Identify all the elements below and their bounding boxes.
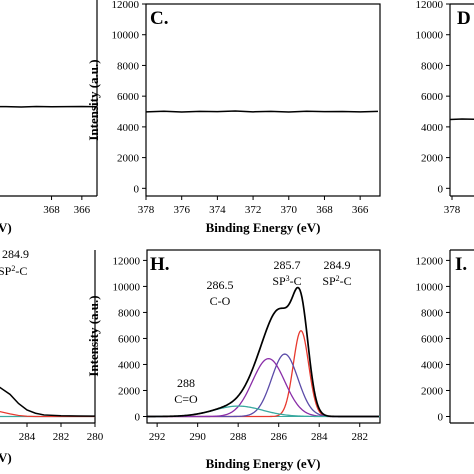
x-tick-label: 368 xyxy=(43,204,60,216)
envelope-line xyxy=(147,286,379,418)
y-tick-label: 12000 xyxy=(112,0,140,11)
x-tick-label: 368 xyxy=(316,204,333,216)
x-axis-label: Binding Energy (eV) xyxy=(206,220,321,235)
series-line xyxy=(145,110,379,113)
y-tick-label: 0 xyxy=(438,411,444,423)
y-tick-label: 6000 xyxy=(118,333,141,345)
y-tick-label: 2000 xyxy=(421,153,444,165)
x-tick-label: 372 xyxy=(245,204,262,216)
panel-label: C. xyxy=(150,8,168,29)
peak-annotation-value: 284.9 xyxy=(2,247,29,261)
plot-frame xyxy=(145,3,381,197)
y-tick-label: 8000 xyxy=(118,307,141,319)
y-axis-label: Intensity (a.u.) xyxy=(86,295,101,376)
y-tick-label: 8000 xyxy=(421,307,444,319)
panel-label: H. xyxy=(150,254,170,275)
y-tick-label: 10000 xyxy=(113,281,141,293)
x-tick-label: 288 xyxy=(230,431,247,443)
x-tick-label: 370 xyxy=(281,204,298,216)
peak-annotation-value: 284.9 xyxy=(324,258,351,272)
y-tick-label: 4000 xyxy=(118,359,141,371)
panel-c: 378 376 374 372 370 368 366 0 2000 4000 6000 8000 10… xyxy=(86,0,381,235)
y-tick-label: 8000 xyxy=(421,60,444,72)
x-axis-label: Binding Energy (eV) xyxy=(206,456,321,471)
y-tick-label: 2000 xyxy=(118,385,141,397)
x-tick-label: 378 xyxy=(138,204,155,216)
y-tick-label: 6000 xyxy=(421,333,444,345)
panel-label: I. xyxy=(455,254,467,275)
peak-annotation-value: 288 xyxy=(177,376,195,390)
x-tick-label: 378 xyxy=(444,204,461,216)
y-tick-label: 2000 xyxy=(421,385,444,397)
panel-label: D xyxy=(457,8,471,29)
x-tick-label: 284 xyxy=(19,431,36,443)
peak-annotation-label: SP2-C xyxy=(322,274,351,289)
y-tick-label: 12000 xyxy=(416,255,444,267)
y-tick-label: 10000 xyxy=(112,30,140,42)
panel-d-partial: 0 2000 4000 6000 8000 10000 12000 378 D xyxy=(416,0,474,216)
x-tick-label: 366 xyxy=(352,204,369,216)
y-tick-label: 12000 xyxy=(416,0,444,11)
plot-frame xyxy=(146,249,381,424)
y-tick-label: 2000 xyxy=(117,153,140,165)
x-tick-label: 376 xyxy=(173,204,190,216)
y-tick-label: 6000 xyxy=(117,91,140,103)
x-tick-label: 286 xyxy=(270,431,287,443)
y-tick-label: 0 xyxy=(438,183,444,195)
series-line xyxy=(0,386,96,417)
panel-h: 292 290 288 286 284 282 0 2000 4000 6000 8000 10000… xyxy=(86,249,381,471)
peak-annotation-value: 285.7 xyxy=(274,258,301,272)
y-tick-label: 10000 xyxy=(416,30,444,42)
x-tick-label: 366 xyxy=(74,204,91,216)
x-tick-label: 374 xyxy=(209,204,226,216)
y-tick-label: 0 xyxy=(134,183,140,195)
peak-annotation-label: C-O xyxy=(210,294,231,308)
peak-annotation-label: SP3-C xyxy=(272,274,301,289)
x-axis-label-fragment: V) xyxy=(0,220,12,235)
peak-annotation-label: SP2-C xyxy=(0,264,27,279)
y-tick-label: 4000 xyxy=(421,122,444,134)
y-tick-label: 4000 xyxy=(421,359,444,371)
panel-bottom-left-partial: 284 282 280 V) 284.9 SP2-C xyxy=(0,247,104,465)
x-tick-label: 290 xyxy=(189,431,206,443)
y-tick-label: 8000 xyxy=(117,60,140,72)
y-tick-label: 12000 xyxy=(113,255,141,267)
x-tick-label: 292 xyxy=(149,431,166,443)
x-tick-label: 280 xyxy=(87,431,104,443)
x-tick-label: 284 xyxy=(311,431,328,443)
y-tick-label: 6000 xyxy=(421,91,444,103)
y-tick-label: 4000 xyxy=(117,122,140,134)
y-tick-label: 10000 xyxy=(416,281,444,293)
peak-annotation-label: C=O xyxy=(174,392,198,406)
x-axis-label-fragment: V) xyxy=(0,450,12,465)
x-tick-label: 282 xyxy=(351,431,368,443)
x-tick-label: 282 xyxy=(53,431,70,443)
peak-annotation-value: 286.5 xyxy=(207,278,234,292)
panel-top-left-partial: 368 366 V) xyxy=(0,0,98,235)
y-axis-label: Intensity (a.u.) xyxy=(86,59,101,140)
panel-i-partial: 0 2000 4000 6000 8000 10000 12000 I. xyxy=(416,249,474,424)
y-tick-label: 0 xyxy=(135,411,141,423)
